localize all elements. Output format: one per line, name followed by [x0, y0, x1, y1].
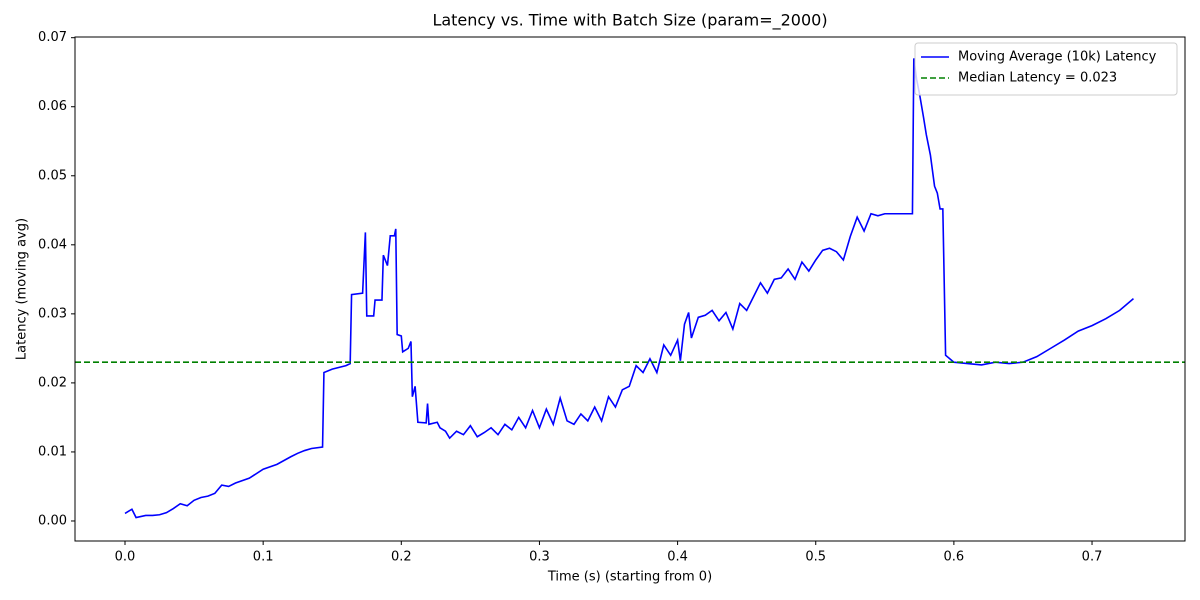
- data-line: [124, 58, 1134, 519]
- y-tick-label: 0.04: [38, 237, 67, 252]
- chart-title: Latency vs. Time with Batch Size (param=…: [432, 11, 827, 31]
- x-tick-label: 0.2: [391, 550, 412, 565]
- legend-label: Moving Average (10k) Latency: [958, 50, 1157, 65]
- plot-frame: [74, 36, 1186, 542]
- x-tick-label: 0.1: [253, 550, 274, 565]
- y-tick-label: 0.02: [38, 375, 67, 390]
- y-tick-label: 0.07: [38, 30, 67, 45]
- y-tick-label: 0.03: [38, 306, 67, 321]
- x-tick-label: 0.0: [115, 550, 136, 565]
- legend-label: Median Latency = 0.023: [958, 71, 1117, 86]
- x-tick-label: 0.7: [1082, 550, 1103, 565]
- y-tick-label: 0.00: [38, 513, 67, 528]
- x-axis-label: Time (s) (starting from 0): [547, 570, 712, 585]
- x-tick-label: 0.6: [944, 550, 965, 565]
- x-tick-label: 0.4: [667, 550, 688, 565]
- y-axis-label: Latency (moving avg): [15, 218, 30, 360]
- legend-box: [914, 42, 1178, 96]
- y-tick-label: 0.06: [38, 99, 67, 114]
- x-tick-label: 0.3: [529, 550, 550, 565]
- y-tick-label: 0.05: [38, 168, 67, 183]
- y-tick-label: 0.01: [38, 444, 67, 459]
- x-tick-label: 0.5: [805, 550, 826, 565]
